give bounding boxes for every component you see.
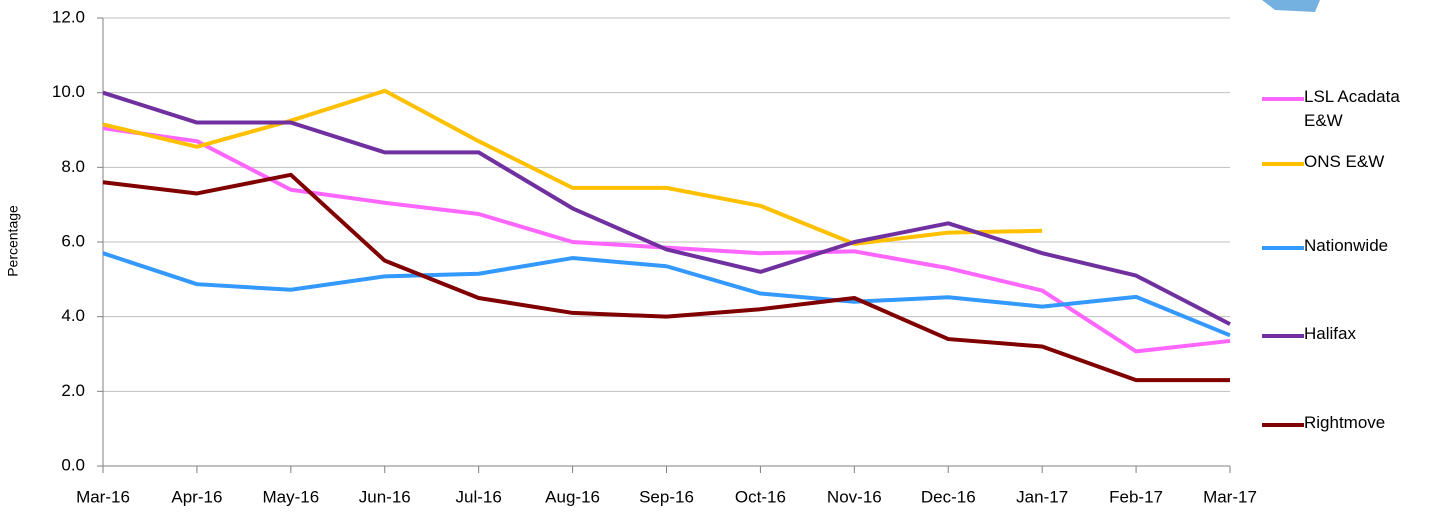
legend-swatch [1262, 334, 1304, 338]
x-tick-label: Nov-16 [827, 487, 882, 506]
legend-swatch [1262, 246, 1304, 250]
x-tick-label: May-16 [262, 487, 319, 506]
x-tick-label: Mar-16 [76, 487, 130, 506]
y-tick-label: 6.0 [61, 231, 85, 250]
legend-item: LSL Acadata E&W [1262, 87, 1442, 133]
series-line [102, 172, 1230, 383]
legend-swatch [1262, 423, 1304, 427]
legend-item: Halifax [1262, 324, 1442, 346]
y-axis-title: Percentage [5, 205, 21, 277]
x-tick-label: Jul-16 [456, 487, 502, 506]
x-tick-label: Mar-17 [1203, 487, 1257, 506]
legend-label: Halifax [1304, 324, 1356, 343]
x-tick-label: Dec-16 [921, 487, 976, 506]
x-tick-label: Feb-17 [1109, 487, 1163, 506]
legend-item: ONS E&W [1262, 152, 1442, 174]
x-tick-label: Jun-16 [359, 487, 411, 506]
legend-item: Nationwide [1262, 236, 1442, 258]
x-tick-label: Oct-16 [735, 487, 786, 506]
legend-label: ONS E&W [1304, 152, 1385, 171]
series-line [102, 90, 1231, 326]
legend-label: Rightmove [1304, 413, 1386, 432]
y-tick-label: 12.0 [52, 7, 85, 26]
y-tick-label: 2.0 [61, 381, 85, 400]
legend-item: Rightmove [1262, 413, 1442, 435]
series-line [102, 251, 1231, 338]
x-tick-label: Apr-16 [171, 487, 222, 506]
x-tick-label: Jan-17 [1016, 487, 1068, 506]
y-tick-label: 4.0 [61, 306, 85, 325]
y-tick-label: 10.0 [52, 82, 85, 101]
series-line [102, 88, 1043, 246]
legend-swatch [1262, 162, 1304, 166]
x-tick-label: Sep-16 [639, 487, 694, 506]
decoration-arrow [1262, 0, 1320, 12]
legend-label: Nationwide [1304, 236, 1389, 255]
x-tick-label: Aug-16 [545, 487, 600, 506]
legend-label: LSL Acadata E&W [1304, 87, 1400, 130]
y-tick-label: 8.0 [61, 157, 85, 176]
legend-swatch [1262, 97, 1304, 101]
y-tick-label: 0.0 [61, 455, 85, 474]
